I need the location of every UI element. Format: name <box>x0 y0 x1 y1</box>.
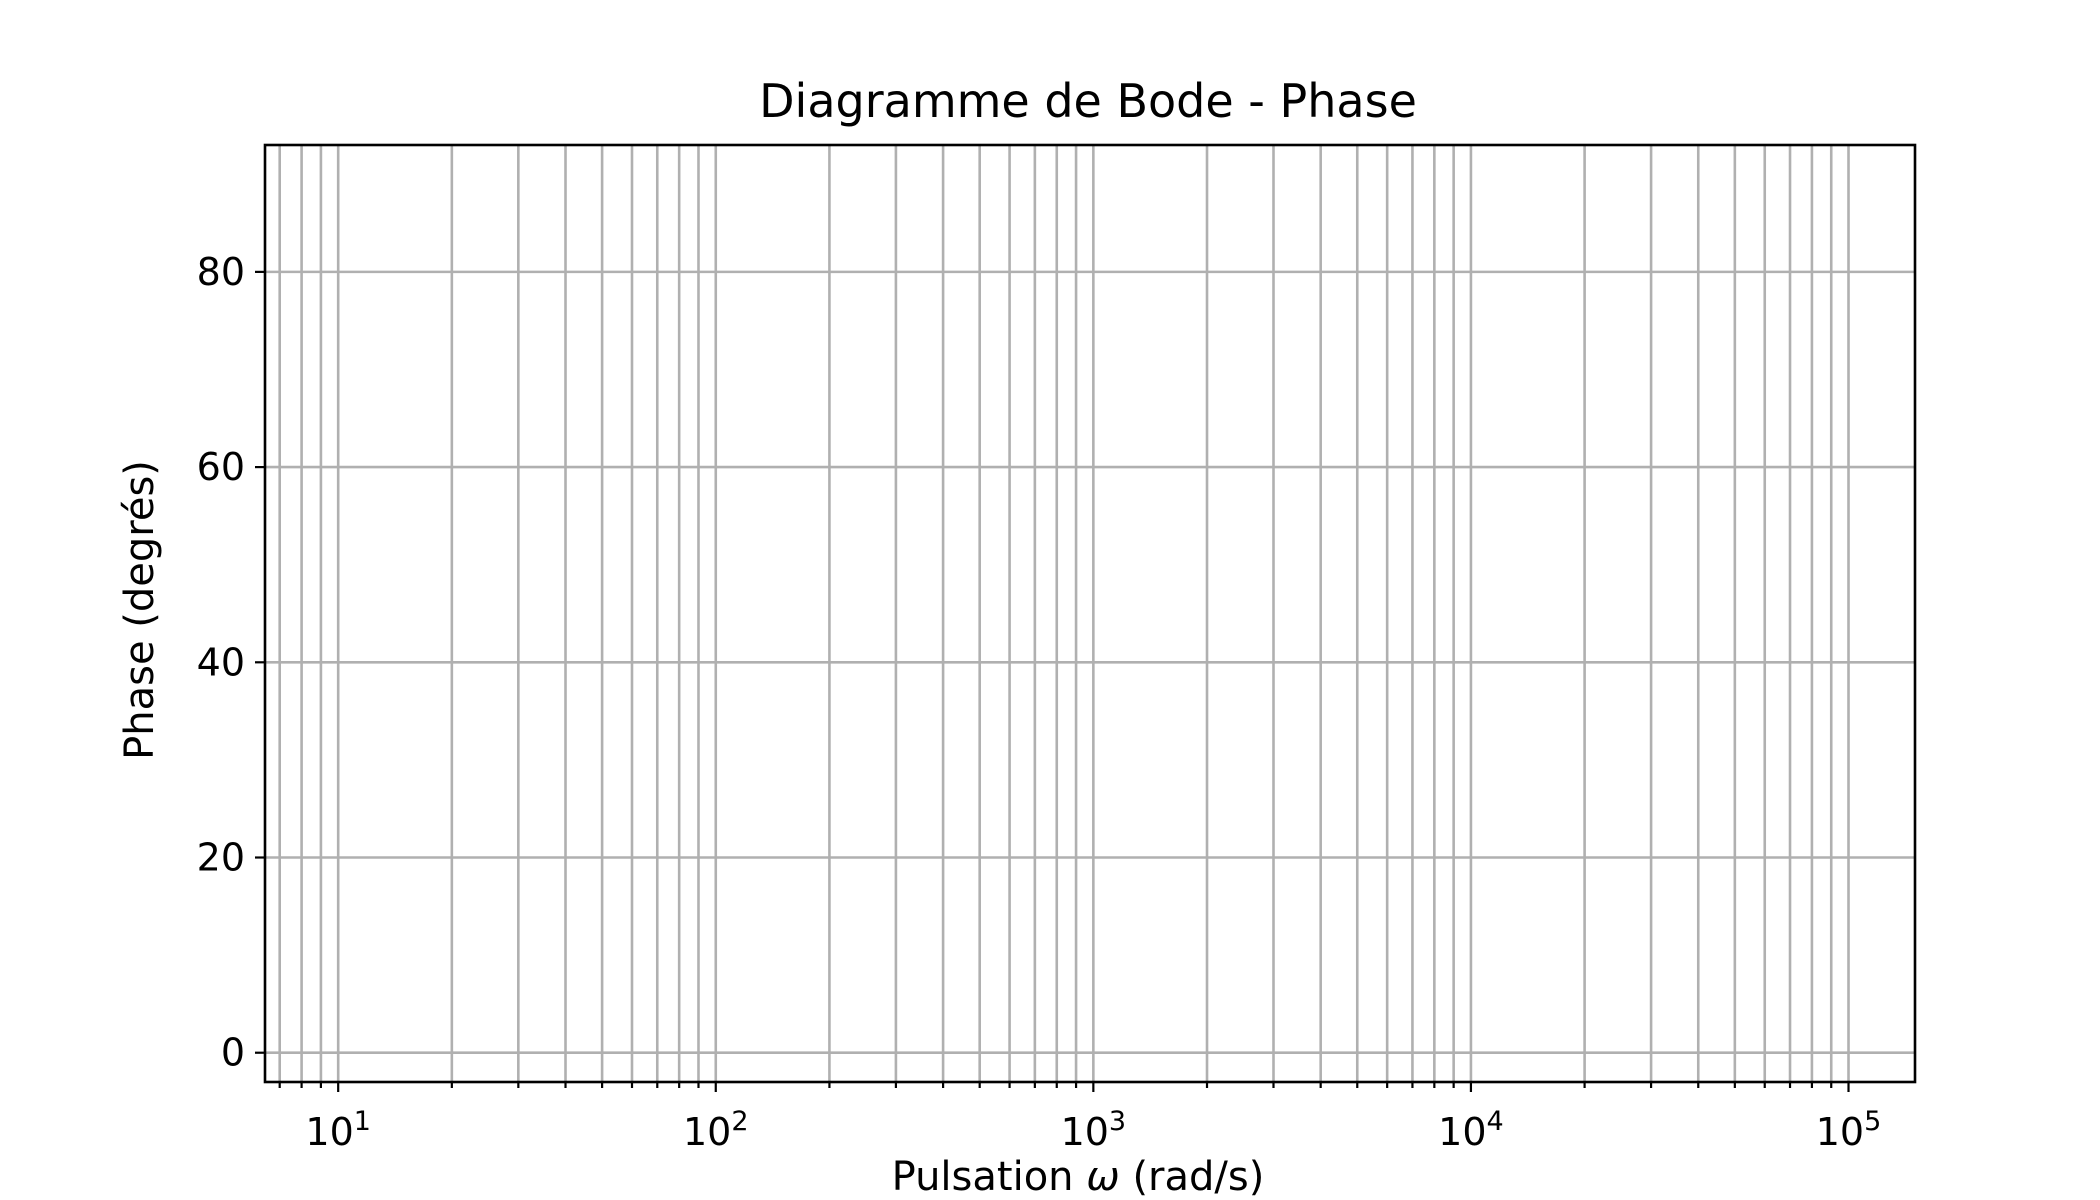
x-axis-label: Pulsation ω (rad/s) <box>892 1154 1265 1200</box>
y-tick-label: 80 <box>197 250 245 294</box>
x-tick-label: 103 <box>1061 1106 1127 1154</box>
tick-labels: 101 102 103 104 105 0 20 40 60 80 <box>197 250 1882 1154</box>
y-tick-label: 40 <box>197 640 245 684</box>
x-tick-label: 102 <box>683 1106 749 1154</box>
y-axis-label: Phase (degrés) <box>117 460 163 760</box>
chart-title: Diagramme de Bode - Phase <box>759 74 1417 128</box>
x-axis-label-symbol: ω <box>1086 1154 1120 1200</box>
axis-ticks <box>255 270 1850 1092</box>
x-axis-label-suffix: (rad/s) <box>1120 1154 1265 1200</box>
x-tick-label: 104 <box>1438 1106 1504 1154</box>
y-tick-label: 0 <box>221 1031 245 1075</box>
x-tick-label: 101 <box>305 1106 371 1154</box>
x-axis-label-prefix: Pulsation <box>892 1154 1087 1200</box>
x-tick-label: 105 <box>1816 1106 1882 1154</box>
y-tick-label: 20 <box>197 836 245 880</box>
grid <box>265 145 1915 1082</box>
y-tick-label: 60 <box>197 445 245 489</box>
plot-frame <box>263 143 1917 1084</box>
